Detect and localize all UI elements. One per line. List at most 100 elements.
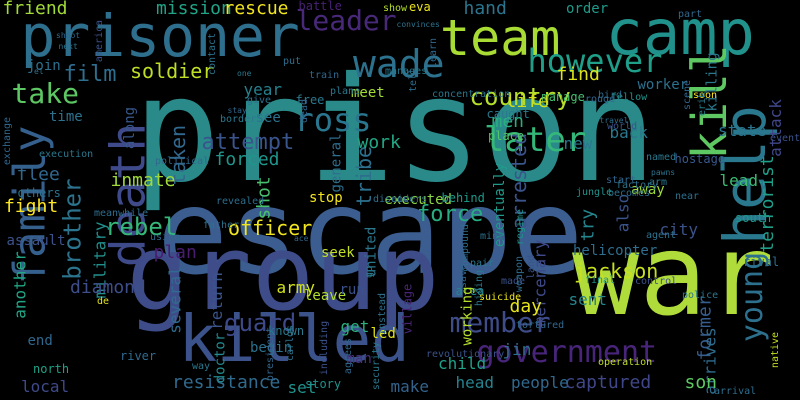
- word-south: south: [735, 211, 772, 225]
- word-pawns: pawns: [651, 168, 676, 177]
- word-terrorist: terrorist: [756, 155, 778, 253]
- word-way: way: [192, 361, 211, 372]
- word-becomes: becomes: [608, 188, 651, 199]
- word-known: known: [268, 324, 305, 338]
- word-hostage: hostage: [674, 152, 726, 166]
- word-join: join: [27, 58, 61, 74]
- word-story: story: [305, 377, 342, 391]
- word-made: made: [501, 276, 526, 287]
- word-year: year: [243, 80, 283, 99]
- word-ross: ross: [294, 101, 372, 139]
- word-rouge: rouge: [585, 94, 616, 105]
- word-hand: hand: [463, 0, 507, 19]
- word-meet: meet: [351, 85, 385, 101]
- word-part: part: [678, 9, 703, 20]
- word-manages: manages: [385, 66, 428, 77]
- word-father: father: [203, 220, 240, 231]
- word-revealed: revealed: [216, 196, 265, 207]
- word-plan: plan: [153, 242, 197, 263]
- word-friend: friend: [2, 0, 68, 19]
- word-see: see: [255, 110, 281, 126]
- word-soldier: soldier: [130, 59, 215, 83]
- word-america: america: [94, 19, 106, 63]
- word-north: north: [33, 362, 70, 376]
- word-bird: bird: [598, 90, 623, 101]
- word-seek: seek: [321, 245, 355, 261]
- word-convinces: convinces: [396, 20, 440, 29]
- word-operation: operation: [598, 357, 653, 368]
- word-instead: instead: [377, 292, 389, 336]
- word-mission: mission: [156, 0, 232, 19]
- word-village: village: [399, 283, 414, 335]
- word-train: train: [309, 70, 340, 81]
- word-forced: forced: [214, 149, 280, 170]
- word-near: near: [675, 191, 700, 202]
- word-leave: leave: [304, 288, 347, 304]
- word-officer: officer: [228, 216, 313, 240]
- word-attempt: attempt: [201, 130, 295, 155]
- word-group: group: [126, 212, 440, 334]
- word-guard: guard: [224, 309, 297, 337]
- word-concentration: concentration: [432, 89, 511, 100]
- word-resistance: resistance: [172, 372, 281, 393]
- word-others: others: [17, 186, 61, 200]
- word-member: member: [449, 306, 551, 339]
- word-president: president: [265, 326, 277, 382]
- word-stop: stop: [309, 190, 343, 206]
- word-give: give: [247, 95, 272, 106]
- word-new: new: [563, 134, 593, 153]
- word-government: government: [476, 335, 658, 370]
- word-exchange: exchange: [2, 116, 14, 166]
- word-erik: erik: [697, 91, 709, 117]
- word-next: next: [58, 42, 78, 51]
- word-film: film: [63, 62, 117, 87]
- word-helicopter: helicopter: [573, 243, 658, 259]
- word-team: team: [440, 9, 561, 67]
- word-force: force: [417, 202, 484, 227]
- word-revolutionary: revolutionary: [426, 349, 505, 360]
- word-get: get: [340, 317, 370, 336]
- word-diamond: diamond: [70, 277, 146, 298]
- word-end: end: [27, 333, 53, 349]
- word-plane: plane: [330, 86, 361, 97]
- word-free: free: [295, 93, 325, 107]
- word-son: son: [684, 372, 718, 393]
- word-army: army: [276, 278, 316, 297]
- word-working: working: [459, 286, 476, 346]
- word-agent: agent: [646, 230, 677, 241]
- word-assault: assault: [6, 233, 66, 249]
- word-man: man: [346, 351, 372, 367]
- word-lead: lead: [719, 171, 759, 190]
- word-native: native: [770, 331, 782, 369]
- word-police: police: [682, 290, 719, 301]
- word-several: several: [165, 266, 185, 334]
- word-compound: compound: [460, 223, 472, 273]
- word-escape: escape: [157, 163, 584, 301]
- word-control: control: [635, 276, 678, 287]
- word-local: local: [21, 377, 70, 396]
- word-men: men: [491, 111, 525, 132]
- word-event: event: [770, 133, 800, 144]
- word-later: later: [484, 120, 587, 160]
- word-shoot: shoot: [56, 31, 81, 40]
- word-life: life: [505, 91, 549, 112]
- word-day: day: [509, 296, 543, 317]
- word-prison: prison: [133, 45, 657, 215]
- word-doctor: doctor: [211, 332, 228, 384]
- word-eva: eva: [409, 0, 431, 14]
- word-suicide: suicide: [479, 292, 522, 303]
- word-executed: executed: [384, 192, 452, 208]
- word-security: security: [371, 341, 383, 391]
- word-agrees: agrees: [343, 337, 355, 375]
- word-learn: learn: [428, 37, 440, 69]
- word-however: however: [527, 42, 663, 80]
- word-try: try: [576, 208, 598, 242]
- word-battle: battle: [298, 0, 342, 13]
- word-head: head: [455, 373, 495, 392]
- word-sent: sent: [568, 290, 608, 309]
- word-arrival: arrival: [714, 386, 757, 397]
- word-make: make: [390, 377, 430, 396]
- word-jungle: jungle: [576, 187, 613, 198]
- word-begin: begin: [250, 340, 293, 356]
